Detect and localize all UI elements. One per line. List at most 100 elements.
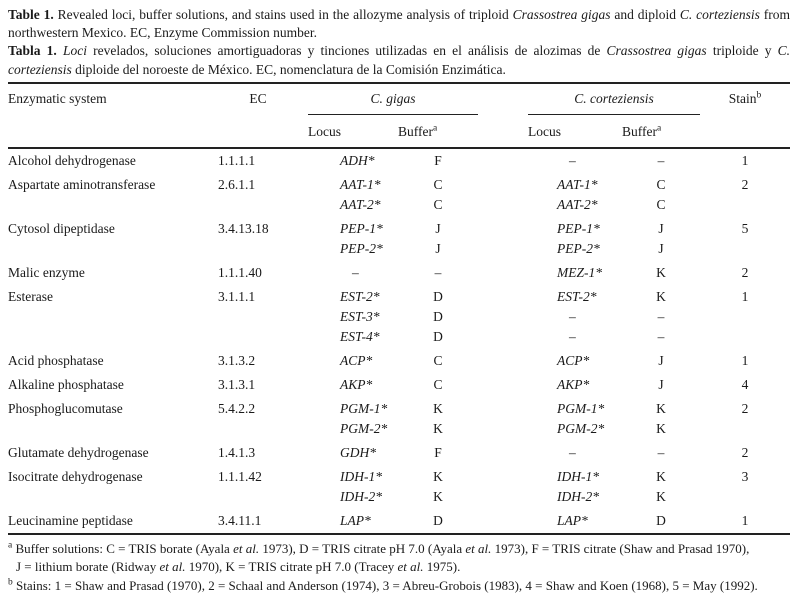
stain-number: 1 (700, 148, 790, 173)
stain-number: 1 (700, 349, 790, 373)
corteziensis-buffer: – (622, 148, 700, 173)
gigas-locus: PGM-1* PGM-2* (308, 397, 398, 441)
cell-line: 5 (741, 220, 749, 236)
cell-line: 1.4.1.3 (218, 444, 256, 460)
enzyme-name: Phosphoglucomutase (8, 397, 208, 441)
cell-line: – (434, 264, 442, 280)
table-body: Alcohol dehydrogenase 1.1.1.1 ADH* F – – 1 Aspa… (8, 148, 790, 534)
corteziensis-locus: AKP* (528, 373, 622, 397)
stain-number: 2 (700, 397, 790, 441)
stain-number: 3 (700, 465, 790, 509)
gigas-locus: GDH* (308, 441, 398, 465)
cell-line: AAT-1* (340, 176, 381, 192)
corteziensis-locus: IDH-1* IDH-2* (528, 465, 622, 509)
cell-line: K (433, 468, 443, 484)
footnote-a-line2: J = lithium borate (Ridway et al. 1970),… (16, 559, 461, 575)
cell-line: PGM-2* (340, 420, 388, 436)
enzyme-row: Glutamate dehydrogenase 1.4.1.3 GDH* F – – 2 (8, 441, 790, 465)
enzyme-row: Alcohol dehydrogenase 1.1.1.1 ADH* F – – 1 (8, 148, 790, 173)
enzyme-row: Esterase 3.1.1.1 EST-2* EST-3* EST-4* D D D EST-… (8, 285, 790, 349)
cell-line: J (658, 240, 664, 256)
cell-line: Malic enzyme (8, 264, 85, 280)
cell-line: Acid phosphatase (8, 352, 104, 368)
cell-line: IDH-1* (340, 468, 382, 484)
col-header-locus-corteziensis: Locus (528, 114, 623, 149)
cell-line: IDH-1* (557, 468, 600, 484)
enzyme-row: Acid phosphatase 3.1.3.2 ACP* C ACP* J 1 (8, 349, 790, 373)
ec-number: 3.4.11.1 (208, 509, 308, 534)
cell-line: AKP* (340, 376, 373, 392)
footnote-b: b Stains: 1 = Shaw and Prasad (1970), 2 … (8, 577, 758, 593)
col-header-buffer-corteziensis: Buffera (622, 114, 701, 149)
cell-line: 3.1.3.1 (218, 376, 256, 392)
cell-line: – (657, 328, 665, 344)
column-gap (478, 373, 528, 397)
cell-line: 2 (741, 400, 749, 416)
cell-line: PEP-2* (557, 240, 600, 256)
col-header-ec: EC (208, 82, 308, 149)
footnotes: a Buffer solutions: C = TRIS borate (Aya… (8, 540, 790, 596)
cell-line: – (569, 328, 576, 344)
stain-number: 4 (700, 373, 790, 397)
cell-line: – (569, 444, 576, 460)
header-row-groups: Enzymatic system EC C. gigas C. cortezie… (8, 82, 791, 149)
column-gap (478, 217, 528, 261)
cell-line: K (656, 420, 666, 436)
cell-line: PEP-1* (340, 220, 383, 236)
cell-line: 1.1.1.1 (218, 152, 256, 168)
stain-number: 1 (700, 285, 790, 349)
enzyme-row: Aspartate aminotransferase 2.6.1.1 AAT-1* A… (8, 173, 790, 217)
corteziensis-locus: PGM-1* PGM-2* (528, 397, 622, 441)
enzyme-row: Phosphoglucomutase 5.4.2.2 PGM-1* PGM-2* K K P… (8, 397, 790, 441)
gigas-buffer: F (398, 441, 478, 465)
enzyme-row: Isocitrate dehydrogenase 1.1.1.42 IDH-1* ID… (8, 465, 790, 509)
cell-line: K (656, 468, 666, 484)
cell-line: Cytosol dipeptidase (8, 220, 115, 236)
column-gap (478, 82, 529, 149)
enzyme-row: Alkaline phosphatase 3.1.3.1 AKP* C AKP* J 4 (8, 373, 790, 397)
gigas-locus: IDH-1* IDH-2* (308, 465, 398, 509)
cell-line: ACP* (557, 352, 590, 368)
gigas-locus: AAT-1* AAT-2* (308, 173, 398, 217)
caption-english: Table 1. Revealed loci, buffer solutions… (8, 7, 790, 41)
ec-number: 5.4.2.2 (208, 397, 308, 441)
allozyme-table: Enzymatic system EC C. gigas C. cortezie… (8, 81, 791, 535)
enzyme-name: Cytosol dipeptidase (8, 217, 208, 261)
cell-line: J (435, 220, 441, 236)
cell-line: Aspartate aminotransferase (8, 176, 156, 192)
cell-line: AAT-2* (557, 196, 598, 212)
ec-number: 1.1.1.40 (208, 261, 308, 285)
cell-line: C (433, 196, 443, 212)
ec-number: 1.4.1.3 (208, 441, 308, 465)
enzyme-name: Isocitrate dehydrogenase (8, 465, 208, 509)
cell-line: 1 (741, 288, 749, 304)
corteziensis-buffer: K (622, 261, 700, 285)
cell-line: Glutamate dehydrogenase (8, 444, 149, 460)
column-gap (478, 465, 528, 509)
cell-line: C (433, 376, 443, 392)
col-group-c-gigas: C. gigas (308, 82, 479, 116)
corteziensis-locus: ACP* (528, 349, 622, 373)
cell-line: C (656, 196, 666, 212)
enzyme-name: Alkaline phosphatase (8, 373, 208, 397)
cell-line: 3.4.13.18 (218, 220, 269, 236)
gigas-buffer: C (398, 349, 478, 373)
column-gap (478, 173, 528, 217)
ec-number: 2.6.1.1 (208, 173, 308, 217)
gigas-locus: PEP-1* PEP-2* (308, 217, 398, 261)
cell-line: F (434, 152, 442, 168)
corteziensis-locus: – (528, 441, 622, 465)
ec-number: 3.1.3.1 (208, 373, 308, 397)
cell-line: D (433, 288, 443, 304)
enzyme-name: Esterase (8, 285, 208, 349)
cell-line: Isocitrate dehydrogenase (8, 468, 143, 484)
caption-spanish: Tabla 1. Loci revelados, soluciones amor… (8, 43, 790, 77)
cell-line: J (435, 240, 441, 256)
gigas-locus: AKP* (308, 373, 398, 397)
col-header-buffer-gigas: Buffera (398, 114, 479, 149)
